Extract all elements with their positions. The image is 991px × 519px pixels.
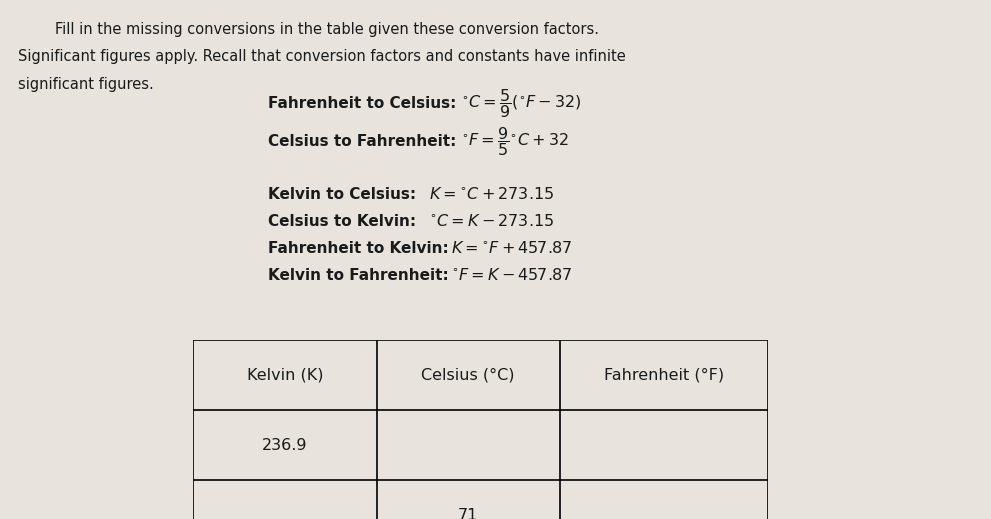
Text: Fill in the missing conversions in the table given these conversion factors.: Fill in the missing conversions in the t… [18,22,599,37]
Text: $^{\circ}F = \dfrac{9}{5}^{\circ}C+32$: $^{\circ}F = \dfrac{9}{5}^{\circ}C+32$ [461,125,569,158]
Text: Significant figures apply. Recall that conversion factors and constants have inf: Significant figures apply. Recall that c… [18,49,625,64]
Text: 71: 71 [458,508,479,519]
Text: $^{\circ}F = K-457.87$: $^{\circ}F = K-457.87$ [451,267,573,283]
Text: Fahrenheit to Kelvin:: Fahrenheit to Kelvin: [268,241,454,255]
Text: Celsius to Kelvin:: Celsius to Kelvin: [268,214,421,228]
Text: $^{\circ}C = \dfrac{5}{9}(^{\circ}F-32)$: $^{\circ}C = \dfrac{5}{9}(^{\circ}F-32)$ [461,87,582,120]
Text: Celsius to Fahrenheit:: Celsius to Fahrenheit: [268,134,461,148]
Text: Fahrenheit to Celsius:: Fahrenheit to Celsius: [268,97,461,111]
Text: $K=^{\circ}F+457.87$: $K=^{\circ}F+457.87$ [451,240,573,256]
Text: Kelvin (K): Kelvin (K) [247,367,323,383]
Text: Kelvin to Celsius:: Kelvin to Celsius: [268,187,421,201]
Text: significant figures.: significant figures. [18,77,154,92]
Text: Kelvin to Fahrenheit:: Kelvin to Fahrenheit: [268,268,454,282]
Text: Celsius (°C): Celsius (°C) [421,367,515,383]
Text: $^{\circ}C = K-273.15$: $^{\circ}C = K-273.15$ [429,213,554,229]
Text: $K=^{\circ}C+273.15$: $K=^{\circ}C+273.15$ [429,186,554,202]
Text: Fahrenheit (°F): Fahrenheit (°F) [604,367,724,383]
Text: 236.9: 236.9 [263,438,307,453]
